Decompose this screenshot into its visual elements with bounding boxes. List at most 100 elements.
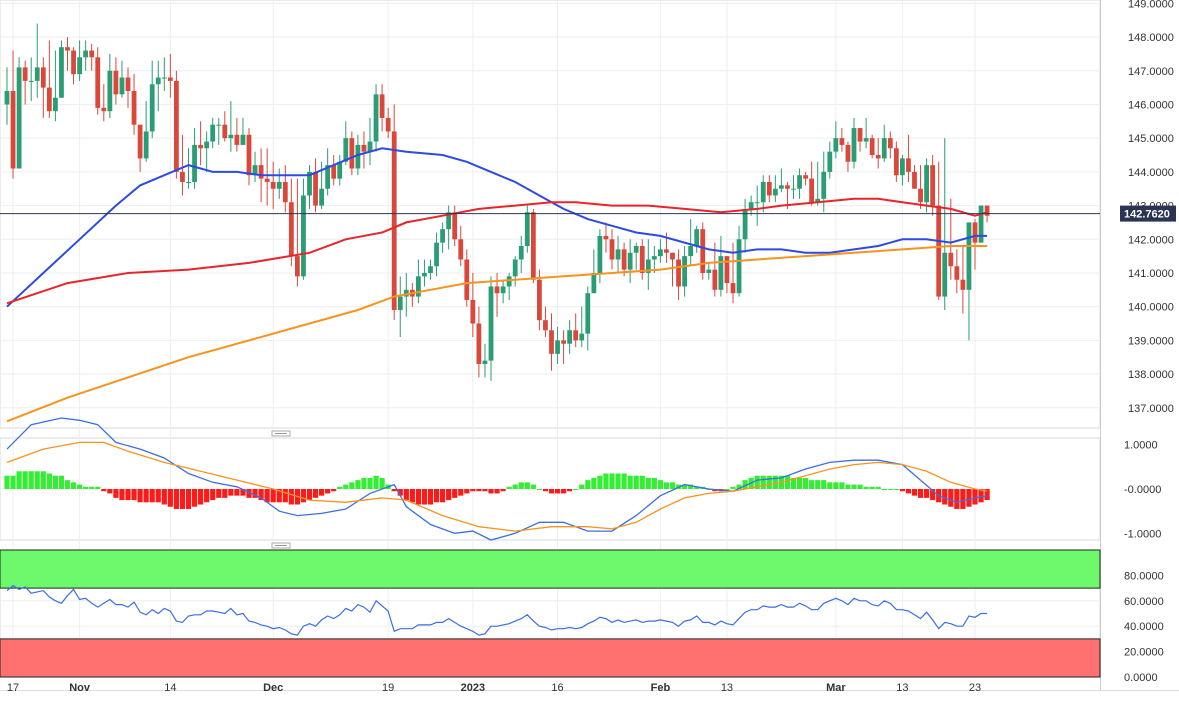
candle (107, 53, 113, 118)
pane-resize-handle-1[interactable] (271, 430, 291, 437)
candle (331, 155, 337, 186)
candle (518, 235, 524, 273)
candle-body (930, 165, 936, 206)
candle-body (22, 67, 28, 81)
candle-body (718, 256, 724, 290)
macd-histogram-bar (639, 475, 645, 489)
candle (46, 40, 52, 118)
candle (682, 246, 687, 297)
candle (863, 117, 869, 149)
candle-body (204, 141, 210, 149)
candle-body (803, 175, 808, 179)
moving-average-line-3 (6, 245, 988, 423)
candle-body (119, 77, 125, 95)
candle (276, 168, 282, 199)
candle-body (113, 70, 119, 95)
macd-histogram-bar (337, 486, 343, 489)
candle-body (555, 340, 560, 354)
macd-histogram-bar (300, 489, 307, 503)
price-tick-label: 141.0000 (1128, 268, 1174, 280)
macd-histogram-bar (52, 475, 58, 489)
macd-histogram-bar (440, 489, 446, 503)
candle (101, 84, 107, 122)
candle-body (28, 80, 34, 82)
candle (65, 37, 70, 71)
candle (464, 249, 470, 307)
candle (416, 259, 421, 304)
candle-body (331, 165, 337, 179)
macd-histogram-bar (331, 489, 337, 492)
candle-body (77, 57, 82, 75)
candle (222, 111, 228, 142)
macd-histogram-bar (34, 471, 40, 489)
last-price-box (1120, 205, 1176, 222)
candle-body (34, 67, 40, 81)
macd-histogram-bar (609, 473, 615, 489)
candle-body (670, 252, 675, 260)
candle-body (845, 144, 851, 162)
candle (978, 205, 984, 243)
macd-histogram-bar (258, 489, 264, 501)
candle (585, 286, 591, 351)
candle (881, 124, 887, 162)
candle-body (676, 259, 681, 287)
x-tick-label: Feb (651, 682, 671, 694)
candle (543, 306, 548, 338)
candle-body (385, 117, 391, 132)
candle-body (615, 249, 621, 260)
candle (113, 57, 119, 105)
candle (428, 259, 433, 280)
candle-body (131, 90, 137, 125)
candle (488, 276, 494, 381)
candle (500, 279, 506, 304)
macd-histogram-bar (22, 471, 28, 489)
candle (325, 148, 331, 196)
macd-histogram-bar (234, 489, 240, 496)
candle-body (791, 188, 796, 190)
candle-body (349, 138, 355, 169)
candle-body (264, 178, 270, 182)
candle (772, 175, 778, 203)
candle-body (639, 246, 645, 273)
rsi-tick-label: 0.0000 (1124, 672, 1158, 684)
candle-body (912, 171, 917, 189)
macd-tick-label: -0.0000 (1124, 484, 1161, 496)
candle-body (700, 229, 706, 273)
candle (40, 57, 46, 118)
macd-histogram-bar (264, 489, 270, 503)
macd-histogram-bar (524, 482, 530, 489)
pane-resize-handle-2[interactable] (271, 542, 291, 549)
macd-histogram-bar (107, 489, 113, 494)
candle-body (476, 323, 482, 364)
candle-body (186, 181, 191, 183)
macd-histogram-bar (464, 489, 470, 494)
macd-histogram-bar (984, 489, 990, 501)
macd-histogram-bar (83, 486, 89, 489)
candle (712, 242, 718, 297)
candle-body (258, 165, 264, 179)
macd-histogram-bar (760, 475, 766, 489)
candle-body (924, 165, 929, 203)
macd-histogram-bar (930, 489, 936, 501)
candle-body (288, 202, 294, 257)
macd-histogram-bar (567, 489, 573, 492)
candle-body (797, 175, 802, 189)
candle (530, 208, 536, 284)
candle-body (482, 360, 488, 364)
macd-histogram-bar (149, 489, 155, 503)
candle (22, 60, 28, 105)
candle-body (682, 256, 687, 287)
macd-histogram-bar (397, 489, 403, 496)
candle (204, 131, 210, 172)
candle (803, 171, 808, 186)
candle (627, 239, 633, 284)
macd-histogram-bar (403, 489, 409, 501)
macd-histogram-bar (325, 489, 331, 494)
candle-body (966, 222, 972, 290)
price-tick-label: 149.0000 (1128, 0, 1174, 10)
macd-histogram-bar (198, 489, 204, 505)
macd-histogram-bar (663, 482, 670, 489)
macd-histogram-bar (875, 486, 881, 489)
candle (972, 219, 978, 270)
macd-histogram-bar (536, 489, 542, 490)
